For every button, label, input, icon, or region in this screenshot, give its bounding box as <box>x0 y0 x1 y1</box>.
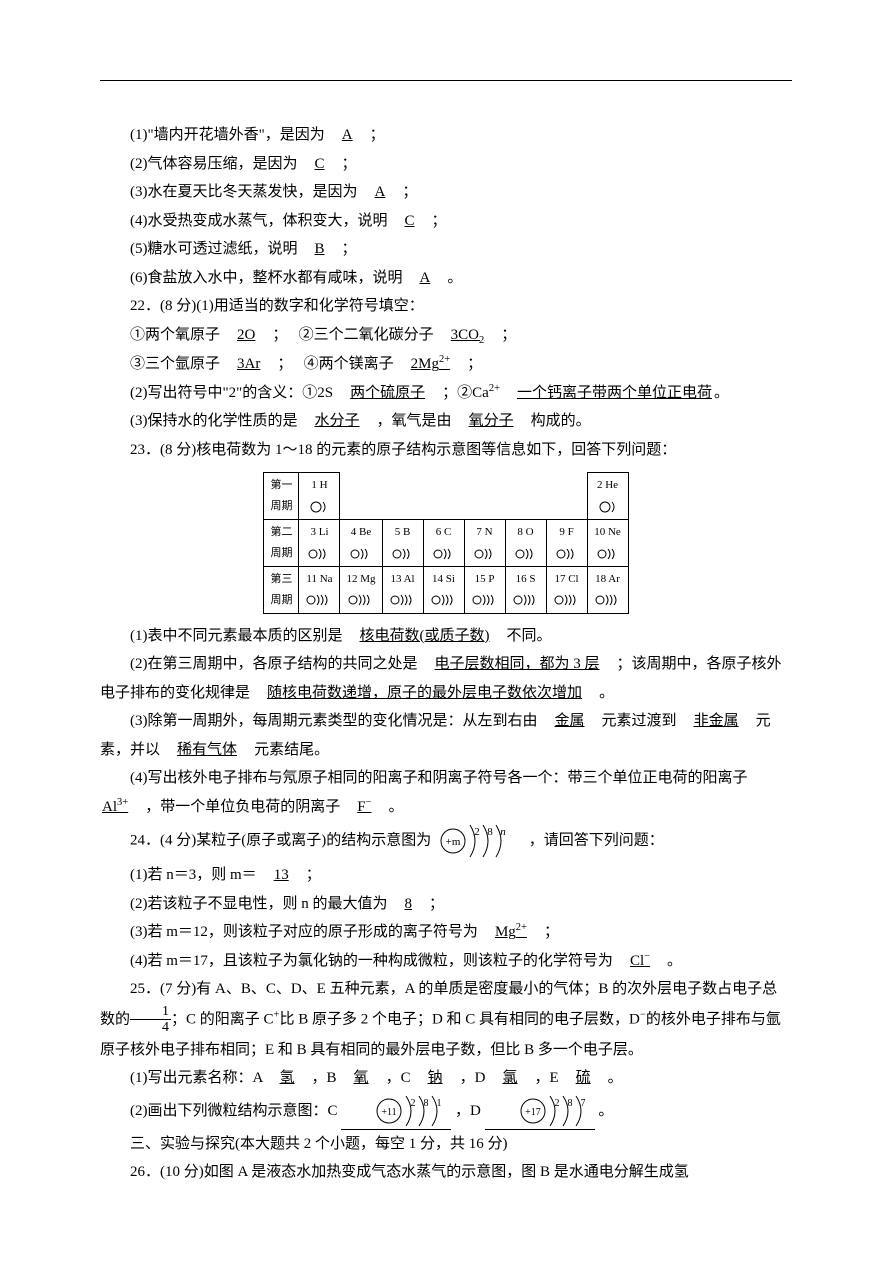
cell-2-8: 10 Ne <box>587 520 628 567</box>
q24-head: 24．(4 分)某粒子(原子或离子)的结构示意图为 +m 2 8 n ，请回答下… <box>100 821 792 861</box>
cell-1-1: 1 H <box>299 473 340 520</box>
cell-2-6: 8 O <box>505 520 546 567</box>
q22-part2: (2)写出符号中"2"的含义：①2S 两个硫原子 ；②Ca2+ 一个钙离子带两个… <box>100 379 792 408</box>
cell-3-5: 15 P <box>464 567 505 614</box>
page-root: (1)"墙内开花墙外香"，是因为 A ； (2)气体容易压缩，是因为 C ； (… <box>0 0 892 1247</box>
q24-p1: (1)若 n＝3，则 m＝ 13 ； <box>100 861 792 890</box>
cell-2-5: 7 N <box>464 520 505 567</box>
q21-item-3: (3)水在夏天比冬天蒸发快，是因为 A ； <box>100 178 792 207</box>
row3-label: 第三周期 <box>264 567 299 614</box>
row2-label: 第二周期 <box>264 520 299 567</box>
section3-head: 三、实验与探究(本大题共 2 个小题，每空 1 分，共 16 分) <box>100 1130 792 1159</box>
svg-text:2: 2 <box>474 826 480 838</box>
atom-diagram-mn: +m 2 8 n <box>435 821 525 861</box>
q24-p3: (3)若 m＝12，则该粒子对应的原子形成的离子符号为 Mg2+ ； <box>100 918 792 947</box>
q25-p1: (1)写出元素名称：A 氢 ，B 氧 ，C 钠 ，D 氯 ，E 硫 。 <box>100 1064 792 1093</box>
q23-p2: (2)在第三周期中，各原子结构的共同之处是 电子层数相同，都为 3 层 ；该周期… <box>100 650 792 707</box>
cell-2-7: 9 F <box>546 520 587 567</box>
q22-line2: ③三个氩原子 3Ar ； ④两个镁离子 2Mg2+ ； <box>100 350 792 379</box>
q25-head: 25．(7 分)有 A、B、C、D、E 五种元素，A 的单质是密度最小的气体；B… <box>100 975 792 1064</box>
q21-item-6: (6)食盐放入水中，整杯水都有咸味，说明 A 。 <box>100 264 792 293</box>
svg-text:1: 1 <box>437 1098 442 1109</box>
q21-item-2: (2)气体容易压缩，是因为 C ； <box>100 150 792 179</box>
cell-3-4: 14 Si <box>423 567 464 614</box>
svg-text:7: 7 <box>580 1098 585 1109</box>
q21-item-1: (1)"墙内开花墙外香"，是因为 A ； <box>100 121 792 150</box>
q22-head: 22．(8 分)(1)用适当的数字和化学符号填空： <box>100 292 792 321</box>
q26-head: 26．(10 分)如图 A 是液态水加热变成气态水蒸气的示意图，图 B 是水通电… <box>100 1158 792 1187</box>
cell-1-8: 2 He <box>587 473 628 520</box>
svg-text:+11: +11 <box>382 1107 397 1118</box>
svg-text:8: 8 <box>567 1098 572 1109</box>
q21-item-5: (5)糖水可透过滤纸，说明 B ； <box>100 235 792 264</box>
q21-item-4: (4)水受热变成水蒸气，体积变大，说明 C ； <box>100 207 792 236</box>
q23-p1: (1)表中不同元素最本质的区别是 核电荷数(或质子数) 不同。 <box>100 622 792 651</box>
q23-head: 23．(8 分)核电荷数为 1～18 的元素的原子结构示意图等信息如下，回答下列… <box>100 436 792 465</box>
atom-diagram-c: +11 2 8 1 <box>371 1093 471 1129</box>
cell-2-4: 6 C <box>423 520 464 567</box>
cell-3-2: 12 Mg <box>340 567 382 614</box>
svg-text:n: n <box>500 826 506 838</box>
cell-2-1: 3 Li <box>299 520 340 567</box>
q24-p4: (4)若 m＝17，且该粒子为氯化钠的一种构成微粒，则该粒子的化学符号为 Cl−… <box>100 947 792 976</box>
cell-3-3: 13 Al <box>382 567 423 614</box>
cell-3-8: 18 Ar <box>587 567 628 614</box>
svg-text:2: 2 <box>411 1098 416 1109</box>
atom-diagram-d: +17 2 8 7 <box>515 1093 615 1129</box>
cell-2-3: 5 B <box>382 520 423 567</box>
cell-3-6: 16 S <box>505 567 546 614</box>
q22-part3: (3)保持水的化学性质的是 水分子 ，氧气是由 氧分子 构成的。 <box>100 407 792 436</box>
q24-p2: (2)若该粒子不显电性，则 n 的最大值为 8 ； <box>100 890 792 919</box>
row1-label: 第一周期 <box>264 473 299 520</box>
periodic-table: 第一周期 1 H 2 He 第二周期 3 Li 4 Be 5 B 6 C 7 N… <box>263 472 628 613</box>
cell-3-1: 11 Na <box>299 567 340 614</box>
q25-p2: (2)画出下列微粒结构示意图：C +11 2 8 1 ，D +17 2 <box>100 1093 792 1130</box>
header-rule <box>100 80 792 81</box>
cell-3-7: 17 Cl <box>546 567 587 614</box>
svg-text:8: 8 <box>424 1098 429 1109</box>
cell-2-2: 4 Be <box>340 520 382 567</box>
q23-p3: (3)除第一周期外，每周期元素类型的变化情况是：从左到右由 金属 元素过渡到 非… <box>100 707 792 764</box>
q22-line1: ①两个氧原子 2O ； ②三个二氧化碳分子 3CO2 ； <box>100 321 792 351</box>
q23-p4: (4)写出核外电子排布与氖原子相同的阳离子和阴离子符号各一个：带三个单位正电荷的… <box>100 764 792 821</box>
svg-text:2: 2 <box>554 1098 559 1109</box>
svg-text:+m: +m <box>446 836 461 848</box>
svg-text:8: 8 <box>487 826 493 838</box>
svg-text:+17: +17 <box>525 1107 541 1118</box>
